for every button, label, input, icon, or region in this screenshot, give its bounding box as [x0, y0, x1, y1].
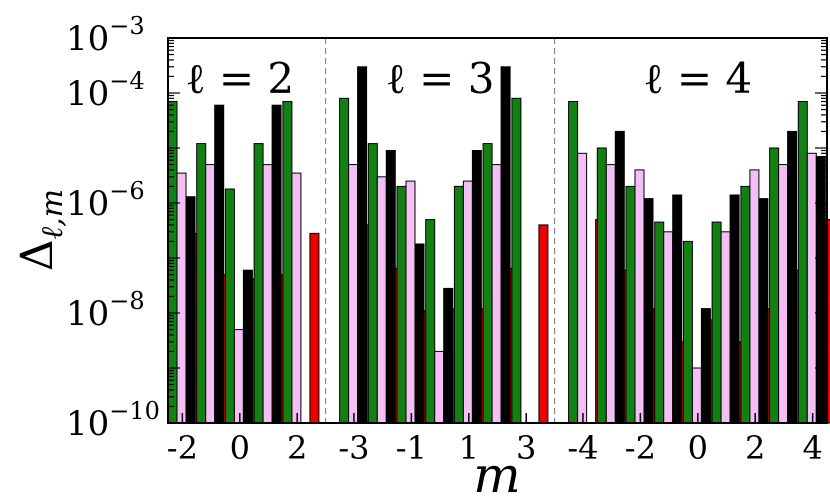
bar-l3-m0-s2	[443, 287, 454, 424]
bar-l2-m0-s2	[242, 269, 253, 424]
bar-l4-m3-s0	[769, 147, 780, 424]
panel-label-l2: ℓ = 2	[185, 54, 294, 103]
bar-l4-m2-s0	[740, 185, 751, 424]
bar-l3-m-1-s1	[405, 180, 416, 424]
bar-l3-m0-s0	[425, 219, 436, 424]
y-tick-label: 10−6	[66, 177, 145, 224]
bar-l3-m2-s0	[482, 143, 493, 424]
x-tick-label: 4	[802, 429, 822, 467]
bar-l3-m1-s2	[471, 150, 482, 424]
x-tick-label: -2	[625, 429, 656, 467]
y-tick-label: 10−10	[66, 397, 160, 444]
bar-l4-m-1-s0	[654, 221, 665, 424]
bar-l4-m1-s1	[720, 231, 731, 424]
bar-l4-m-4-s1	[577, 152, 588, 424]
bar-l4-m-2-s1	[634, 169, 645, 424]
bar-l2-m-2-s0	[167, 101, 178, 424]
bar-l4-m-3-s2	[614, 130, 625, 424]
panel-labels: ℓ = 2 ℓ = 3 ℓ = 4	[185, 54, 752, 103]
bar-l4-m4-s2	[815, 156, 826, 424]
bar-l3-m-2-s2	[385, 150, 396, 424]
bar-l4-m-1-s1	[663, 231, 674, 424]
x-tick-label: -4	[567, 429, 598, 467]
bar-l4-m2-s1	[749, 169, 760, 424]
bar-l4-m2-s2	[758, 198, 769, 424]
bar-l4-m3-s1	[778, 164, 789, 424]
x-tick-label: 2	[287, 429, 307, 467]
bar-l2-m2-s0	[282, 101, 293, 424]
bar-l3-m-1-s2	[414, 243, 425, 424]
y-tick-label: 10−3	[66, 12, 145, 59]
x-tick-label: 3	[516, 429, 536, 467]
x-tick-label: -1	[396, 429, 427, 467]
bar-l2-m2-s3	[309, 232, 320, 424]
bar-l4-m0-s1	[691, 367, 702, 424]
bar-l2-m1-s0	[253, 143, 264, 424]
bar-l2-m-1-s2	[214, 104, 225, 424]
bar-l3-m-3-s0	[339, 97, 350, 424]
panel-label-l4: ℓ = 4	[643, 54, 752, 103]
panel-label-l3: ℓ = 3	[386, 54, 495, 103]
x-tick-label: 2	[745, 429, 765, 467]
bar-l4-m-4-s0	[568, 101, 579, 424]
bar-l3-m-2-s1	[376, 176, 387, 424]
bar-l2-m-2-s1	[176, 172, 187, 424]
x-tick-label: 1	[459, 429, 479, 467]
bar-l3-m1-s1	[462, 180, 473, 424]
bar-l3-m1-s0	[453, 185, 464, 424]
bar-l3-m3-s3	[538, 224, 549, 424]
bar-l4-m1-s2	[729, 194, 740, 424]
x-axis-label: m	[473, 446, 520, 498]
bar-l2-m-1-s1	[205, 164, 216, 424]
bar-l2-m2-s1	[291, 172, 302, 424]
bar-l4-m-3-s1	[605, 164, 616, 424]
bar-l2-m1-s2	[271, 104, 282, 424]
bar-l4-m0-s0	[682, 240, 693, 424]
bar-l3-m-2-s0	[367, 143, 378, 424]
bar-l4-m1-s0	[711, 221, 722, 424]
x-tick-labels: -2 0 2 -3 -1 1 3 -4 -2 0 2 4	[167, 429, 823, 467]
bar-l2-m0-s0	[224, 188, 235, 424]
panel-dividers	[324, 38, 556, 423]
bar-l4-m3-s2	[787, 130, 798, 424]
bars-layer	[167, 66, 830, 424]
bar-l4-m4-s0	[797, 101, 808, 424]
x-tick-label: 0	[230, 429, 250, 467]
bar-l2-m1-s1	[262, 164, 273, 424]
x-tick-label: -3	[338, 429, 369, 467]
bar-l3-m-1-s0	[396, 185, 407, 424]
bar-l3-m-3-s1	[348, 164, 359, 424]
bar-l3-m3-s0	[511, 97, 522, 424]
bar-l4-m-2-s0	[625, 185, 636, 424]
x-tick-label: -2	[167, 429, 198, 467]
bar-l2-m-1-s0	[196, 143, 207, 424]
bar-l3-m0-s1	[434, 350, 445, 424]
bar-l4-m-1-s2	[672, 194, 683, 424]
bar-l4-m-2-s2	[643, 198, 654, 424]
bar-l4-m4-s1	[806, 152, 817, 424]
bar-l2-m-2-s2	[185, 196, 196, 424]
bar-l4-m0-s2	[700, 308, 711, 424]
bar-l3-m-3-s2	[357, 66, 368, 424]
bar-l2-m0-s1	[233, 329, 244, 424]
bar-l4-m-3-s0	[596, 147, 607, 424]
y-tick-label: 10−4	[66, 67, 145, 114]
y-tick-labels: 10−10 10−8 10−6 10−4 10−3	[66, 12, 160, 444]
x-tick-label: 0	[688, 429, 708, 467]
bar-l3-m2-s2	[500, 66, 511, 424]
y-axis-label: Δℓ,m	[12, 189, 70, 271]
bar-l3-m2-s1	[491, 164, 502, 424]
y-tick-label: 10−8	[66, 287, 145, 334]
plot-frame	[167, 37, 828, 424]
